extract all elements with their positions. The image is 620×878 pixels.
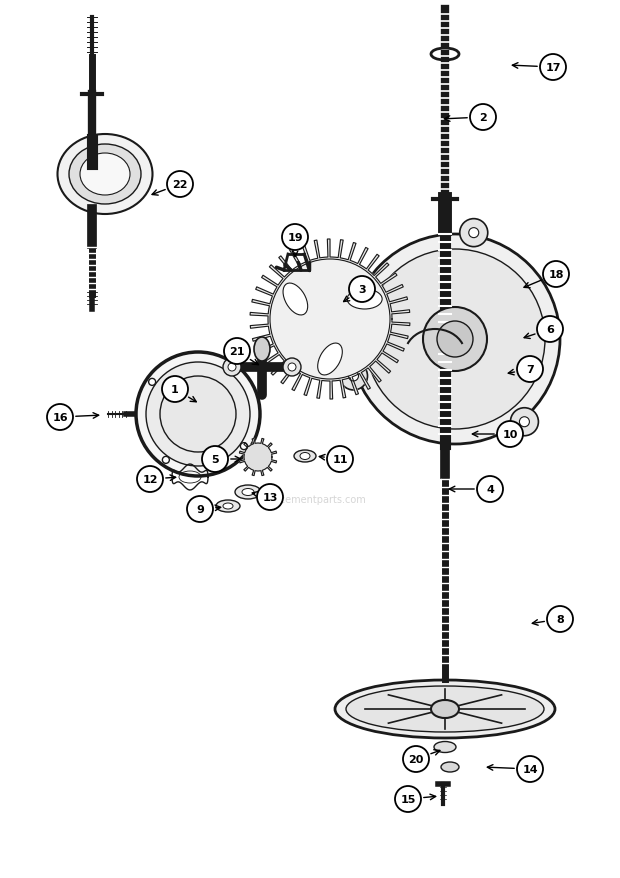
Ellipse shape: [317, 343, 342, 376]
Circle shape: [47, 405, 73, 430]
Circle shape: [162, 377, 188, 402]
Circle shape: [423, 307, 487, 371]
Circle shape: [283, 358, 301, 377]
Circle shape: [470, 104, 496, 131]
Ellipse shape: [431, 700, 459, 718]
Circle shape: [497, 421, 523, 448]
Text: 16: 16: [52, 413, 68, 422]
Ellipse shape: [254, 338, 270, 362]
Circle shape: [403, 746, 429, 772]
Ellipse shape: [300, 453, 310, 460]
Text: 12: 12: [142, 474, 157, 485]
Circle shape: [228, 363, 236, 371]
Circle shape: [537, 317, 563, 342]
Polygon shape: [250, 240, 410, 399]
Text: 11: 11: [332, 455, 348, 464]
Circle shape: [543, 262, 569, 288]
Circle shape: [460, 220, 488, 248]
Text: 2: 2: [479, 113, 487, 123]
Ellipse shape: [242, 489, 254, 496]
Text: 14: 14: [522, 764, 538, 774]
Circle shape: [547, 607, 573, 632]
Circle shape: [327, 447, 353, 472]
Text: 9: 9: [196, 505, 204, 515]
Circle shape: [137, 466, 163, 493]
Text: 6: 6: [546, 325, 554, 335]
Circle shape: [288, 363, 296, 371]
Circle shape: [202, 447, 228, 472]
Circle shape: [223, 358, 241, 377]
Circle shape: [136, 353, 260, 477]
Circle shape: [257, 485, 283, 510]
Circle shape: [517, 356, 543, 383]
Ellipse shape: [235, 486, 261, 500]
Circle shape: [520, 417, 529, 428]
Circle shape: [365, 249, 545, 429]
Text: 10: 10: [502, 429, 518, 440]
Ellipse shape: [434, 742, 456, 752]
Text: replacementparts.com: replacementparts.com: [255, 494, 365, 505]
Circle shape: [477, 477, 503, 502]
Ellipse shape: [335, 680, 555, 738]
Circle shape: [510, 408, 538, 436]
Ellipse shape: [216, 500, 240, 513]
Ellipse shape: [58, 135, 153, 215]
Circle shape: [227, 365, 234, 372]
Text: 3: 3: [358, 284, 366, 295]
Circle shape: [167, 172, 193, 198]
Circle shape: [162, 457, 169, 464]
Text: 7: 7: [526, 364, 534, 375]
Ellipse shape: [346, 687, 544, 732]
Text: 17: 17: [545, 63, 560, 73]
Circle shape: [517, 756, 543, 782]
Circle shape: [160, 377, 236, 452]
Circle shape: [350, 234, 560, 444]
Ellipse shape: [441, 762, 459, 772]
Text: 21: 21: [229, 347, 245, 356]
Text: 20: 20: [409, 754, 423, 764]
Text: 19: 19: [287, 233, 303, 242]
Ellipse shape: [347, 290, 382, 310]
Text: 8: 8: [556, 615, 564, 624]
Circle shape: [149, 379, 156, 386]
Circle shape: [224, 339, 250, 364]
Circle shape: [187, 496, 213, 522]
Circle shape: [348, 371, 358, 382]
Circle shape: [395, 786, 421, 812]
Text: 1: 1: [171, 385, 179, 394]
Ellipse shape: [80, 154, 130, 196]
Text: 13: 13: [262, 493, 278, 502]
Polygon shape: [239, 439, 277, 476]
Ellipse shape: [283, 284, 308, 315]
Text: 5: 5: [211, 455, 219, 464]
Ellipse shape: [69, 145, 141, 205]
Circle shape: [340, 363, 368, 391]
Circle shape: [282, 225, 308, 251]
Circle shape: [437, 321, 473, 357]
Circle shape: [146, 363, 250, 466]
Circle shape: [241, 443, 247, 450]
Circle shape: [270, 260, 390, 379]
Circle shape: [540, 55, 566, 81]
Ellipse shape: [223, 503, 233, 509]
Circle shape: [349, 277, 375, 303]
Circle shape: [469, 228, 479, 238]
Text: 4: 4: [486, 485, 494, 494]
Ellipse shape: [294, 450, 316, 463]
Text: 15: 15: [401, 794, 415, 804]
Text: 18: 18: [548, 270, 564, 280]
Text: 22: 22: [172, 180, 188, 190]
